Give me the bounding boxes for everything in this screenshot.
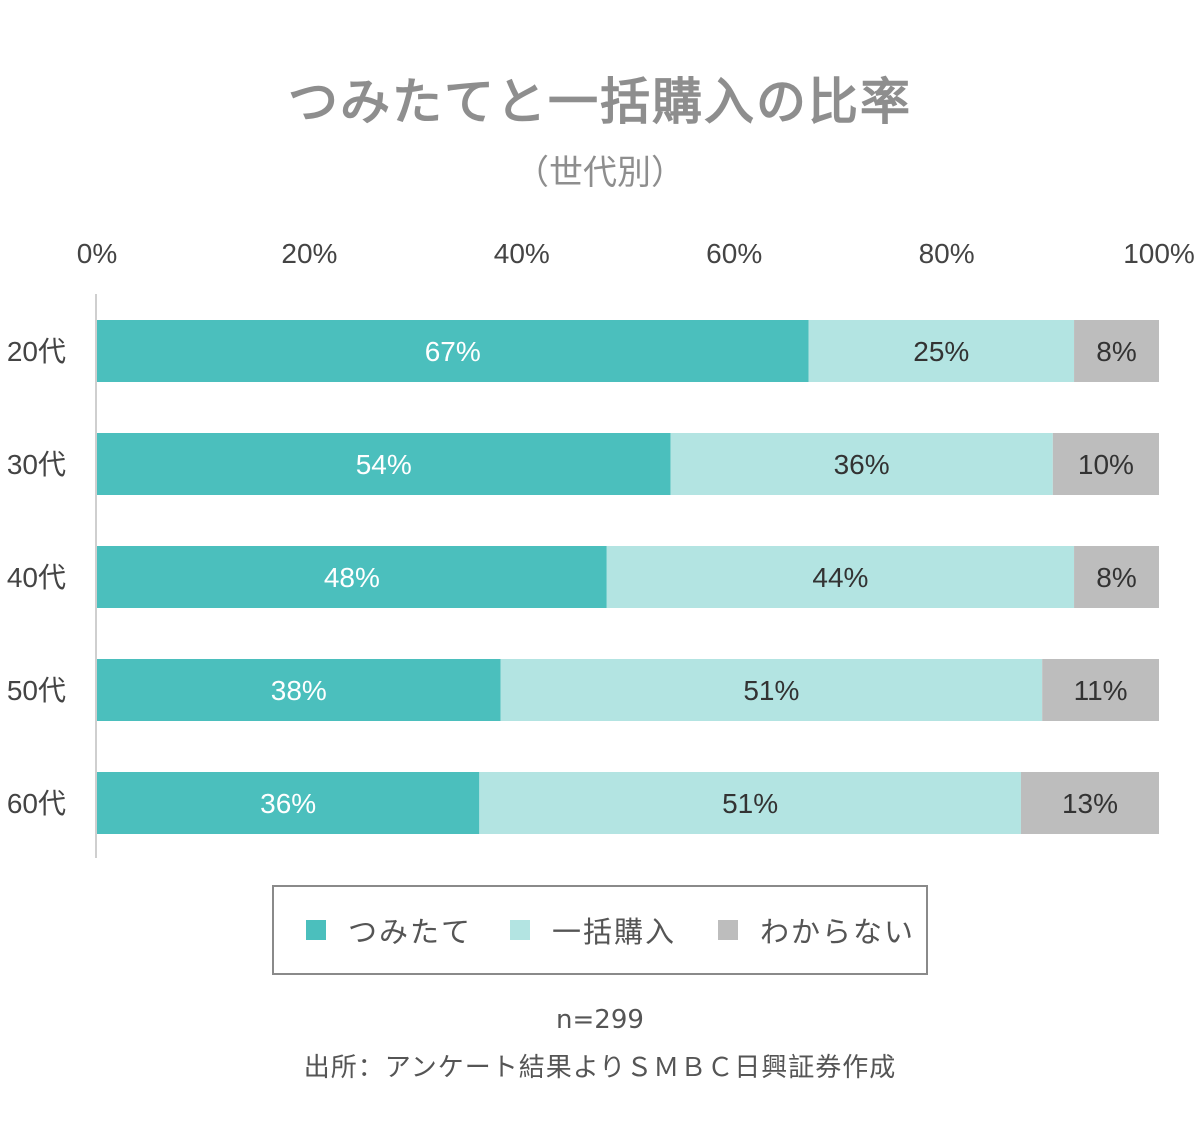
x-tick-label: 60%: [706, 238, 762, 269]
legend-label-ikkatsu: 一括購入: [552, 915, 677, 949]
sample-size-note: n=299: [556, 1005, 644, 1035]
bar-segment: [97, 320, 809, 382]
x-tick-label: 40%: [494, 238, 550, 269]
category-label: 60代: [7, 788, 66, 819]
data-label: 51%: [743, 675, 799, 706]
bar-segment: [1042, 659, 1159, 721]
data-label: 67%: [425, 336, 481, 367]
x-tick-label: 0%: [77, 238, 117, 269]
bar-segment: [1074, 546, 1159, 608]
legend-item-ikkatsu: 一括購入: [510, 887, 676, 973]
legend-label-tsumitate: つみたて: [348, 915, 473, 949]
category-labels: 20代 30代 40代 50代 60代: [7, 336, 66, 819]
data-label: 51%: [722, 788, 778, 819]
bar-segment: [670, 433, 1053, 495]
bar-segment: [500, 659, 1043, 721]
bar-segment: [479, 772, 1021, 834]
bar-segment: [606, 546, 1075, 608]
bar-segment: [1020, 772, 1159, 834]
bar-segment: [1074, 320, 1159, 382]
data-label: 36%: [260, 788, 316, 819]
legend-swatch-wakaranai: [718, 920, 738, 940]
data-label: 36%: [834, 449, 890, 480]
bar-segment: [808, 320, 1075, 382]
data-label: 8%: [1096, 562, 1136, 593]
category-label: 30代: [7, 449, 66, 480]
category-label: 50代: [7, 675, 66, 706]
bar-segment: [97, 433, 671, 495]
bars: 67% 25% 8% 54% 36% 10% 48% 44% 8% 38% 51% 11% 36% 51%…: [97, 320, 1159, 834]
legend-item-tsumitate: つみたて: [306, 887, 472, 973]
source-note: 出所：アンケート結果よりＳＭＢＣ日興証券作成: [303, 1053, 897, 1083]
x-tick-label: 20%: [281, 238, 337, 269]
data-label: 38%: [271, 675, 327, 706]
chart-subtitle: （世代別）: [515, 153, 685, 193]
bar-segment: [97, 659, 501, 721]
x-tick-label: 100%: [1123, 238, 1195, 269]
x-axis-ticks: 0% 20% 40% 60% 80% 100%: [77, 238, 1195, 269]
category-label: 40代: [7, 562, 66, 593]
bar-segment: [97, 546, 607, 608]
legend-swatch-tsumitate: [306, 920, 326, 940]
legend-item-wakaranai: わからない: [718, 887, 915, 973]
category-label: 20代: [7, 336, 66, 367]
bar-segment: [97, 772, 480, 834]
data-label: 13%: [1062, 788, 1118, 819]
legend: つみたて 一括購入 わからない: [272, 885, 928, 975]
chart-title: つみたてと一括購入の比率: [288, 73, 912, 131]
data-label: 44%: [812, 562, 868, 593]
data-label: 8%: [1096, 336, 1136, 367]
data-label: 10%: [1078, 449, 1134, 480]
legend-label-wakaranai: わからない: [760, 915, 916, 949]
data-label: 54%: [356, 449, 412, 480]
legend-swatch-ikkatsu: [510, 920, 530, 940]
x-tick-label: 80%: [919, 238, 975, 269]
data-label: 11%: [1074, 675, 1128, 706]
data-label: 48%: [324, 562, 380, 593]
bar-segment: [1052, 433, 1159, 495]
stacked-bar-chart: 0% 20% 40% 60% 80% 100% 67% 25% 8% 54% 36% 10% 48% 4…: [7, 238, 1195, 858]
data-label: 25%: [913, 336, 969, 367]
